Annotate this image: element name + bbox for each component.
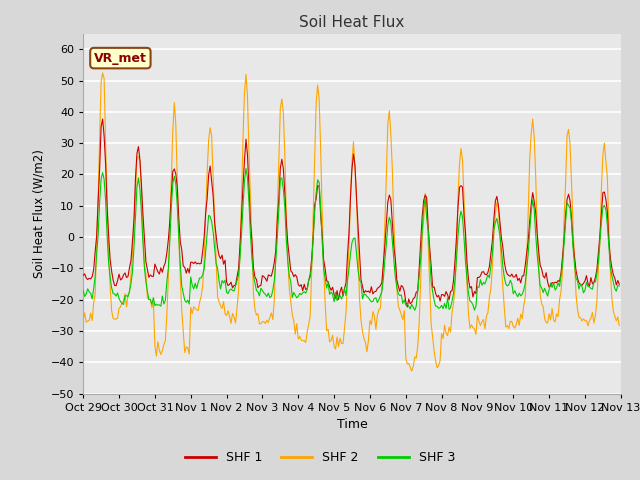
Text: VR_met: VR_met <box>94 51 147 65</box>
Y-axis label: Soil Heat Flux (W/m2): Soil Heat Flux (W/m2) <box>32 149 45 278</box>
Legend: SHF 1, SHF 2, SHF 3: SHF 1, SHF 2, SHF 3 <box>180 446 460 469</box>
X-axis label: Time: Time <box>337 418 367 431</box>
Title: Soil Heat Flux: Soil Heat Flux <box>300 15 404 30</box>
